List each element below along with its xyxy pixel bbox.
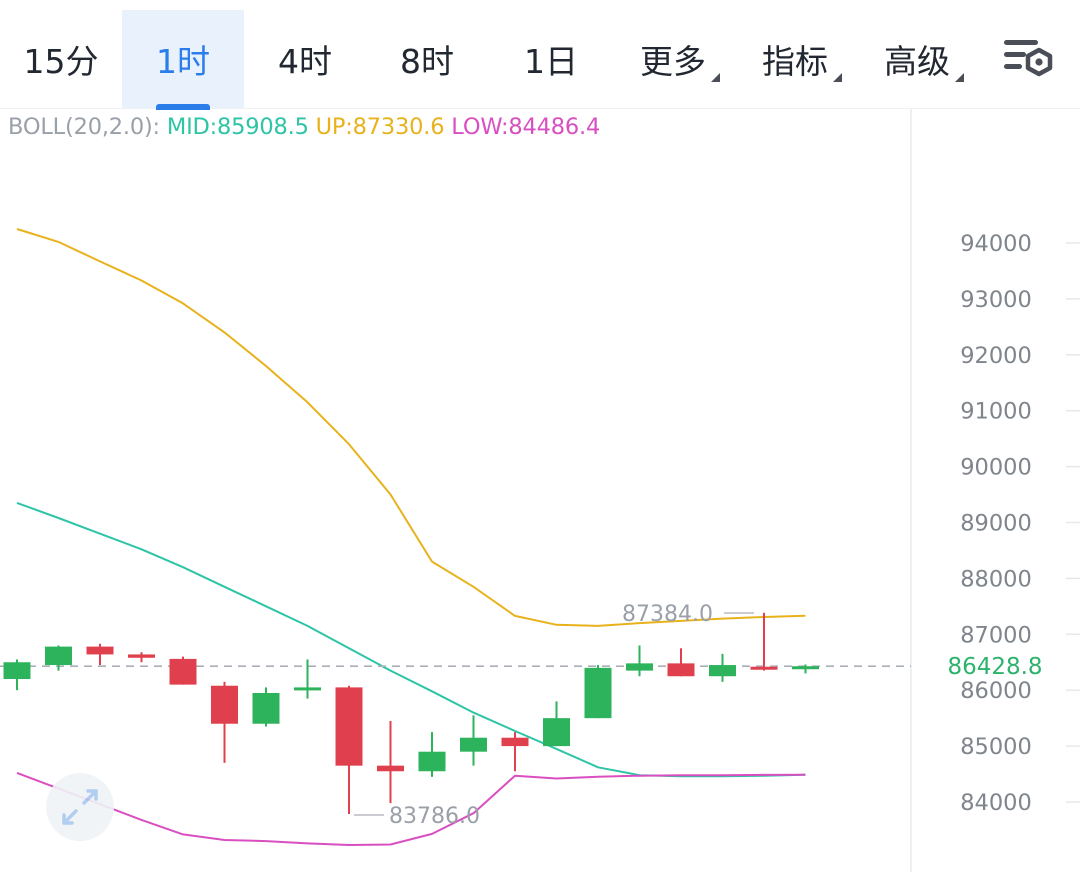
dropdown-corner-icon — [711, 73, 720, 82]
candle-body — [252, 692, 280, 724]
low-price-label: 83786.0 — [389, 804, 480, 829]
dropdown-corner-icon — [955, 73, 964, 82]
candle — [128, 652, 155, 663]
current-price-label: 86428.8 — [947, 654, 1042, 680]
candle-body — [418, 751, 446, 772]
chart-settings-button[interactable] — [1000, 36, 1056, 84]
candle — [252, 687, 280, 727]
price-tick-label: 91000 — [960, 399, 1032, 425]
candle-body — [750, 666, 778, 670]
candle — [169, 656, 197, 685]
candle-body — [335, 687, 363, 766]
boll-low-line — [16, 771, 806, 846]
chart-settings-icon — [1004, 40, 1053, 77]
price-tick-label: 93000 — [960, 287, 1032, 313]
fullscreen-button[interactable] — [46, 773, 114, 841]
tab-label: 8时 — [400, 42, 454, 81]
candle — [584, 665, 612, 719]
candle — [460, 715, 487, 766]
price-axis: 94000 93000 92000 91000 90000 89000 88000 87000… — [960, 231, 1080, 816]
candlestick-chart[interactable]: 94000 93000 92000 91000 90000 89000 88000 87000… — [0, 109, 1080, 872]
tab-label: 1时 — [156, 42, 210, 81]
candle-body — [584, 667, 612, 719]
candle — [86, 643, 114, 666]
boll-legend: BOLL(20,2.0): MID:85908.5 UP:87330.6 LOW… — [8, 114, 600, 140]
candle-body — [3, 662, 31, 680]
candle-body — [543, 718, 570, 747]
high-annotation: 87384.0 — [622, 602, 754, 627]
candle — [792, 664, 819, 674]
candle — [667, 648, 695, 677]
candle — [709, 653, 736, 682]
candle-body — [211, 685, 238, 724]
tab-7[interactable]: 高级 — [856, 10, 978, 108]
tab-label: 15分 — [23, 42, 99, 81]
candle — [294, 659, 321, 699]
price-tick-label: 88000 — [960, 566, 1032, 592]
boll-up-line — [16, 228, 806, 627]
high-price-label: 87384.0 — [622, 602, 713, 627]
candle-body — [501, 737, 529, 747]
active-tab-indicator — [156, 104, 210, 110]
candle — [3, 659, 31, 691]
candle-body — [45, 646, 72, 666]
price-tick-label: 89000 — [960, 511, 1032, 537]
candle — [750, 612, 778, 671]
tab-2[interactable]: 4时 — [244, 10, 366, 108]
tab-label: 高级 — [884, 42, 950, 81]
low-annotation: 83786.0 — [354, 804, 480, 829]
candle — [501, 732, 529, 772]
expand-icon — [62, 789, 98, 825]
tab-label: 4时 — [278, 42, 332, 81]
tab-6[interactable]: 指标 — [734, 10, 856, 108]
tab-label: 更多 — [640, 42, 706, 81]
candle — [377, 720, 404, 804]
boll-up-value: UP:87330.6 — [315, 114, 445, 140]
candle-body — [667, 663, 695, 677]
price-tick-label: 85000 — [960, 734, 1032, 760]
tab-label: 指标 — [762, 42, 828, 81]
candle-body — [460, 737, 487, 752]
candle-body — [86, 646, 114, 655]
boll-name: BOLL(20,2.0): — [8, 114, 160, 140]
tab-1[interactable]: 1时 — [122, 10, 244, 110]
tab-5[interactable]: 更多 — [612, 10, 734, 108]
candle — [211, 681, 238, 763]
price-tick-label: 94000 — [960, 231, 1032, 257]
candle — [543, 701, 570, 747]
tab-0[interactable]: 15分 — [0, 10, 122, 108]
price-tick-label: 92000 — [960, 343, 1032, 369]
tab-4[interactable]: 1日 — [490, 10, 612, 108]
candle — [335, 685, 363, 814]
candle-body — [128, 654, 155, 658]
boll-lines — [16, 228, 806, 846]
candle — [45, 645, 72, 671]
candle-body — [792, 666, 819, 670]
candle — [626, 645, 653, 677]
dropdown-corner-icon — [833, 73, 842, 82]
candle-body — [709, 665, 736, 677]
price-tick-label: 86000 — [960, 678, 1032, 704]
tab-3[interactable]: 8时 — [366, 10, 488, 108]
candles — [3, 612, 819, 814]
price-tick-label: 84000 — [960, 790, 1032, 816]
timeframe-toolbar: 15分 1时 4时 8时 1日 更多 指标 高级 — [0, 0, 1080, 110]
boll-low-value: LOW:84486.4 — [451, 114, 601, 140]
candle-body — [169, 658, 197, 685]
candle-body — [294, 687, 321, 691]
candle — [418, 732, 446, 777]
price-tick-label: 87000 — [960, 622, 1032, 648]
candle-body — [626, 663, 653, 671]
boll-mid-value: MID:85908.5 — [166, 114, 309, 140]
tab-label: 1日 — [524, 42, 578, 81]
candle-body — [377, 765, 404, 772]
boll-mid-line — [16, 501, 806, 778]
price-tick-label: 90000 — [960, 455, 1032, 481]
